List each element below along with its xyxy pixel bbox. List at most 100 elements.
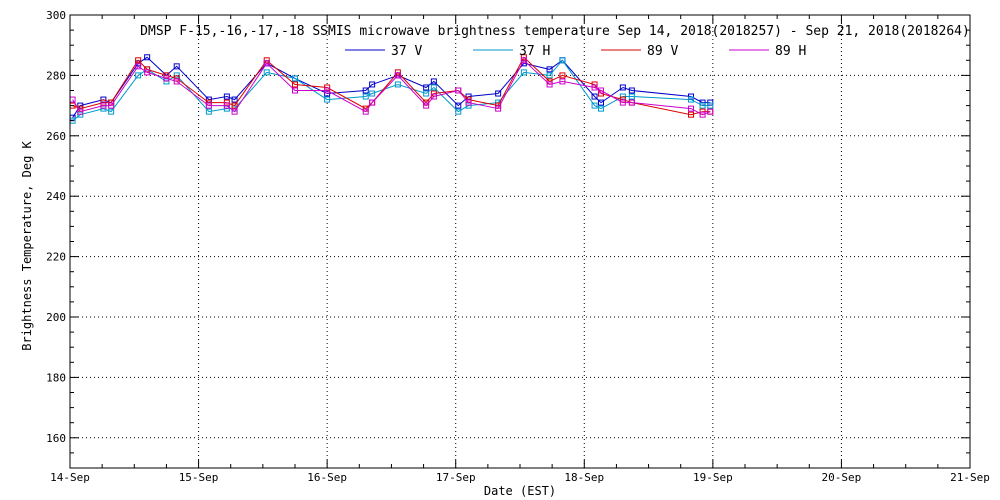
- y-tick-label: 280: [46, 69, 66, 82]
- data-point: [223, 102, 230, 109]
- data-point: [455, 87, 462, 94]
- data-point: [362, 87, 369, 94]
- data-point: [369, 81, 376, 88]
- data-point: [559, 78, 566, 85]
- data-point: [163, 78, 170, 85]
- legend-label: 37 H: [519, 44, 550, 59]
- data-point: [699, 102, 706, 109]
- data-point: [465, 99, 472, 106]
- x-tick-label: 21-Sep: [950, 471, 990, 484]
- y-tick-label: 200: [46, 311, 66, 324]
- data-point: [394, 72, 401, 79]
- x-tick-label: 16-Sep: [307, 471, 347, 484]
- data-point: [77, 108, 84, 115]
- y-tick-label: 160: [46, 432, 66, 445]
- x-axis-label: Date (EST): [484, 484, 556, 498]
- y-tick-label: 220: [46, 251, 66, 264]
- data-point: [77, 111, 84, 118]
- data-point: [707, 99, 714, 106]
- data-point: [591, 102, 598, 109]
- data-point: [520, 69, 527, 76]
- data-point: [598, 105, 604, 112]
- data-point: [598, 99, 604, 106]
- data-point: [591, 81, 598, 88]
- data-point: [619, 93, 626, 100]
- data-point: [231, 102, 238, 109]
- data-point: [628, 87, 635, 94]
- legend-label: 89 H: [775, 44, 806, 59]
- x-tick-label: 15-Sep: [179, 471, 219, 484]
- data-point: [628, 99, 635, 106]
- data-point: [292, 81, 298, 88]
- data-point: [591, 93, 598, 100]
- x-tick-label: 17-Sep: [436, 471, 476, 484]
- data-point: [135, 57, 142, 64]
- data-point: [430, 93, 437, 100]
- data-point: [598, 87, 604, 94]
- data-point: [707, 102, 714, 109]
- data-point: [591, 84, 598, 91]
- data-point: [423, 90, 430, 97]
- y-axis-label: Brightness Temperature, Deg K: [20, 140, 34, 350]
- x-tick-label: 20-Sep: [822, 471, 862, 484]
- data-point: [144, 54, 151, 61]
- data-point: [292, 87, 298, 94]
- data-point: [430, 84, 437, 91]
- data-point: [205, 102, 212, 109]
- data-point: [546, 81, 553, 88]
- data-point: [394, 81, 401, 88]
- data-point: [108, 108, 115, 115]
- data-point: [324, 96, 331, 103]
- data-point: [455, 108, 462, 115]
- data-point: [455, 102, 462, 109]
- data-point: [707, 108, 714, 115]
- legend: 37 V 37 H 89 V 89 H: [345, 44, 806, 59]
- data-point: [688, 96, 694, 103]
- series-layer: [69, 54, 714, 124]
- data-point: [495, 105, 502, 112]
- data-point: [628, 93, 635, 100]
- y-tick-label: 300: [46, 9, 66, 22]
- legend-label: 37 V: [391, 44, 422, 59]
- data-point: [423, 102, 430, 109]
- series-line: [72, 59, 711, 116]
- data-point: [100, 96, 107, 103]
- data-point: [423, 84, 430, 91]
- data-point: [135, 63, 142, 70]
- data-point: [520, 57, 527, 64]
- data-point: [231, 96, 238, 103]
- data-point: [263, 69, 270, 76]
- data-point: [223, 99, 230, 106]
- data-point: [144, 69, 151, 76]
- legend-label: 89 V: [647, 44, 678, 59]
- data-point: [324, 87, 331, 94]
- data-point: [362, 108, 369, 115]
- series-line: [72, 56, 711, 116]
- y-tick-label: 260: [46, 130, 66, 143]
- data-point: [135, 72, 142, 79]
- data-point: [546, 66, 553, 73]
- y-tick-label: 180: [46, 371, 66, 384]
- data-point: [369, 90, 376, 97]
- data-point: [688, 111, 694, 118]
- data-point: [619, 84, 626, 91]
- data-point: [688, 93, 694, 100]
- data-point: [205, 108, 212, 115]
- y-tick-label: 240: [46, 190, 66, 203]
- data-point: [231, 108, 238, 115]
- data-point: [688, 105, 694, 112]
- data-point: [430, 78, 437, 85]
- data-point: [619, 99, 626, 106]
- data-point: [559, 57, 566, 64]
- data-point: [108, 102, 115, 109]
- data-point: [546, 72, 553, 79]
- data-point: [173, 63, 180, 70]
- data-point: [292, 75, 298, 82]
- x-tick-label: 19-Sep: [693, 471, 733, 484]
- data-point: [559, 72, 566, 79]
- data-point: [100, 102, 107, 109]
- data-point: [699, 111, 706, 118]
- data-point: [100, 99, 107, 106]
- x-tick-label: 14-Sep: [50, 471, 90, 484]
